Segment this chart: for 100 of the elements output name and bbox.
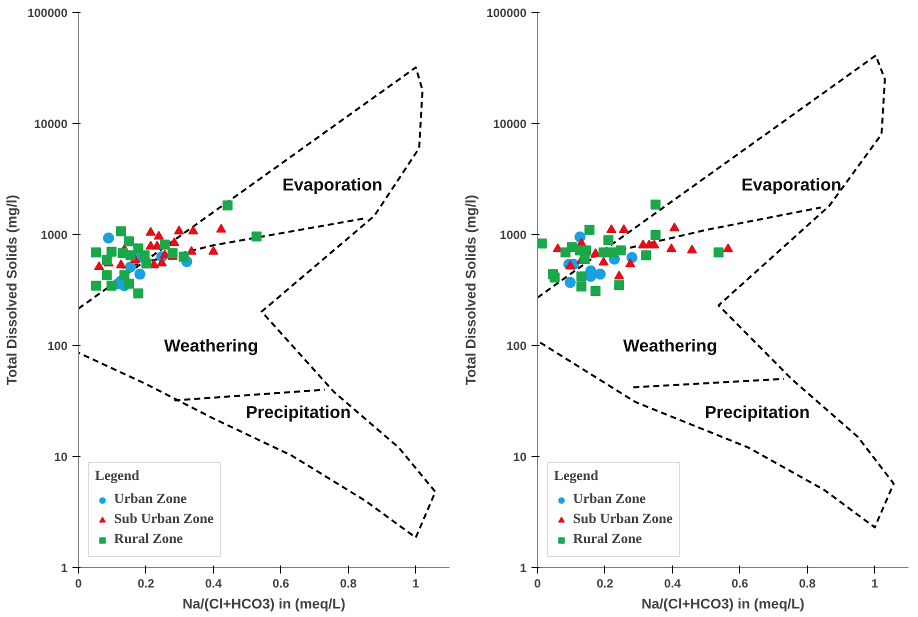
point	[686, 244, 697, 254]
point	[580, 254, 590, 264]
point	[714, 247, 724, 258]
point	[106, 280, 117, 291]
point	[106, 246, 117, 257]
y-axis-title: Total Dissolved Solids (mg/l)	[3, 194, 20, 386]
legend-label: Rural Zone	[114, 532, 183, 548]
point	[650, 200, 661, 210]
point	[102, 254, 112, 265]
legend-label: Rural Zone	[573, 532, 642, 548]
legend-label: Urban Zone	[573, 492, 646, 508]
point	[603, 235, 614, 246]
annotation: Precipitation	[246, 402, 351, 422]
y-tick-label: 100	[47, 339, 68, 353]
point	[222, 200, 233, 210]
x-tick-label: 0	[75, 576, 82, 590]
point	[538, 238, 547, 248]
point	[91, 247, 102, 258]
y-axis-title: Total Dissolved Solids (mg/l)	[462, 194, 478, 386]
point	[174, 226, 184, 234]
point	[188, 226, 198, 234]
point	[124, 261, 136, 272]
point	[584, 224, 594, 235]
legend-label: Sub Urban Zone	[114, 512, 214, 528]
point	[576, 282, 586, 292]
point	[124, 278, 134, 289]
x-tick-label: 0.4	[664, 576, 682, 590]
y-tick-label: 10000	[493, 117, 527, 131]
point	[94, 261, 104, 270]
point	[614, 270, 624, 280]
point	[616, 245, 626, 256]
y-tick-label: 100	[506, 339, 527, 353]
y-tick-label: 10	[513, 450, 527, 464]
point	[116, 259, 126, 268]
point	[133, 288, 144, 298]
annotation: Precipitation	[704, 402, 810, 422]
point	[666, 243, 676, 252]
point	[598, 256, 609, 266]
legend-title: Legend	[95, 469, 140, 485]
y-tick-label: 1	[520, 561, 527, 575]
point	[723, 243, 734, 252]
x-tick-label: 0.2	[596, 576, 614, 590]
point	[178, 252, 189, 262]
x-tick-label: 0	[534, 576, 542, 590]
point	[125, 250, 136, 260]
point	[168, 248, 178, 258]
y-tick-label: 1000	[40, 228, 68, 242]
point	[156, 258, 167, 266]
point	[91, 280, 102, 291]
point	[649, 240, 660, 248]
point	[576, 271, 586, 282]
point	[618, 224, 629, 234]
x-tick-label: 0.4	[205, 576, 222, 590]
annotation: Weathering	[623, 336, 718, 356]
point	[560, 247, 570, 258]
x-tick-label: 0.2	[138, 576, 155, 590]
point	[186, 246, 196, 255]
point	[146, 226, 156, 236]
x-tick-label: 0.6	[732, 576, 749, 590]
point	[216, 224, 226, 233]
x-axis-title: Na/(Cl+HCO3) in (meq/L)	[182, 596, 346, 612]
y-tick-label: 10000	[34, 117, 68, 131]
point	[102, 270, 112, 280]
point	[564, 276, 576, 288]
point	[669, 222, 680, 232]
legend-label: Urban Zone	[114, 492, 187, 508]
annotation: Evaporation	[282, 174, 383, 195]
point	[124, 236, 134, 246]
point	[134, 268, 146, 280]
annotation: Weathering	[164, 336, 258, 356]
y-tick-label: 1000	[500, 228, 527, 242]
point	[208, 246, 218, 255]
point	[641, 250, 652, 260]
point	[650, 230, 661, 240]
point	[598, 247, 609, 258]
point	[625, 258, 636, 268]
point	[590, 286, 601, 296]
y-tick-label: 1	[60, 561, 68, 575]
point	[152, 240, 162, 250]
point	[160, 240, 170, 250]
x-axis-title: Na/(Cl+HCO3) in (meq/L)	[642, 596, 804, 612]
point	[116, 226, 126, 236]
point	[119, 270, 130, 280]
point	[594, 268, 606, 280]
point	[160, 250, 170, 258]
point	[154, 230, 164, 240]
legend-title: Legend	[554, 469, 600, 485]
x-tick-label: 1	[871, 576, 878, 590]
y-tick-label: 10	[54, 450, 68, 464]
point	[614, 280, 624, 290]
point	[550, 272, 560, 282]
point	[606, 224, 616, 234]
point	[252, 231, 262, 242]
point	[103, 232, 114, 244]
legend-label: Sub Urban Zone	[573, 512, 673, 528]
y-tick-label: 100000	[486, 6, 527, 20]
x-tick-label: 0.8	[798, 576, 816, 590]
x-tick-label: 0.8	[340, 576, 357, 590]
x-tick-label: 1	[412, 576, 420, 590]
y-tick-label: 100000	[27, 6, 68, 20]
